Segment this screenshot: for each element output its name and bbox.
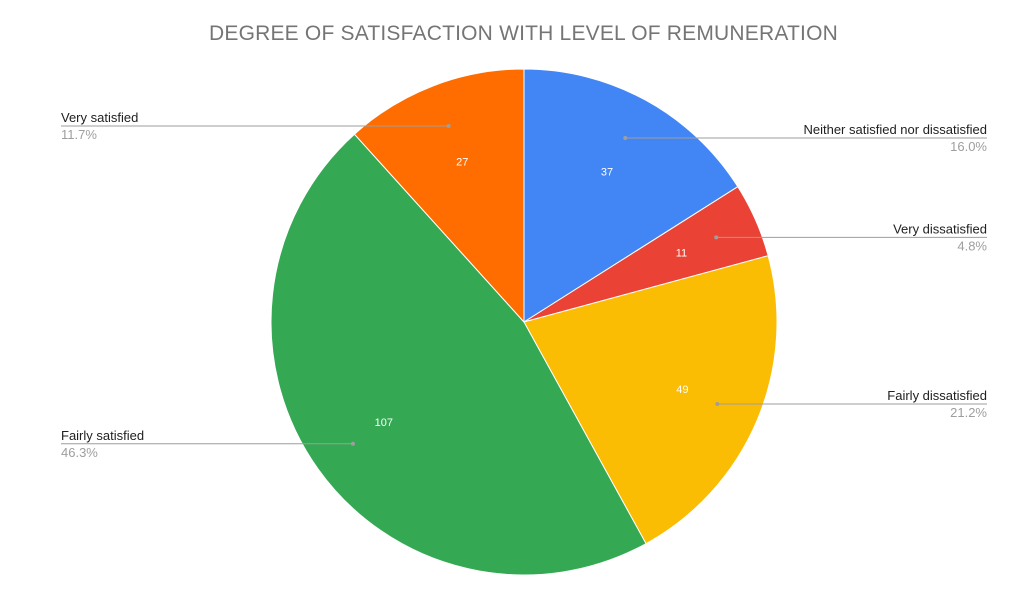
slice-percent-label: 11.7% [61,127,97,142]
slice-value-label: 37 [601,166,613,178]
slice-name-label: Very dissatisfied [893,221,987,236]
slice-value-label: 107 [375,417,393,429]
leader-dot [350,441,355,446]
slice-value-label: 11 [676,248,687,260]
slice-percent-label: 16.0% [950,139,987,154]
slice-name-label: Fairly satisfied [61,428,144,443]
pie-slice-fairly-satisfied[interactable] [270,133,647,576]
slice-percent-label: 46.3% [61,445,98,460]
pie-slice-neither-satisfied-nor-dissatisfied[interactable] [523,68,739,323]
pie-labels: 37 Neither satisfied nor dissatisfied 16.0… [61,110,987,460]
slice-name-label: Fairly dissatisfied [887,388,987,403]
slice-value-label: 27 [456,156,468,168]
slice-name-label: Neither satisfied nor dissatisfied [803,122,987,137]
leader-dot [715,402,720,407]
leader-dot [623,136,628,141]
leader-dot [714,235,719,240]
chart-title: DEGREE OF SATISFACTION WITH LEVEL OF REM… [209,22,838,45]
leader-dot [446,124,451,129]
pie-slice-very-satisfied[interactable] [353,68,525,324]
slice-name-label: Very satisfied [61,110,138,125]
pie-slice-fairly-dissatisfied[interactable] [523,255,778,545]
slice-percent-label: 4.8% [957,238,987,253]
slice-value-label: 49 [676,384,688,396]
pie-slices [270,68,778,576]
slice-percent-label: 21.2% [950,405,987,420]
